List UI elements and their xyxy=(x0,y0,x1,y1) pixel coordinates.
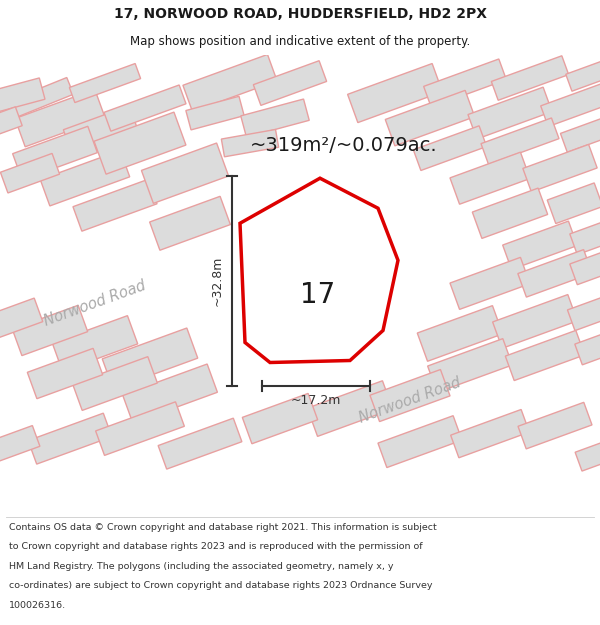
Polygon shape xyxy=(547,183,600,224)
Text: Map shows position and indicative extent of the property.: Map shows position and indicative extent… xyxy=(130,35,470,48)
Polygon shape xyxy=(28,348,103,399)
Polygon shape xyxy=(370,369,450,422)
Text: ~32.8m: ~32.8m xyxy=(211,256,224,306)
Polygon shape xyxy=(450,152,530,204)
Polygon shape xyxy=(13,126,97,180)
Text: Contains OS data © Crown copyright and database right 2021. This information is : Contains OS data © Crown copyright and d… xyxy=(9,522,437,532)
Polygon shape xyxy=(0,298,43,339)
Polygon shape xyxy=(413,126,487,171)
Polygon shape xyxy=(468,87,552,139)
Polygon shape xyxy=(0,107,22,139)
Text: to Crown copyright and database rights 2023 and is reproduced with the permissio: to Crown copyright and database rights 2… xyxy=(9,542,422,551)
Polygon shape xyxy=(307,381,393,436)
Polygon shape xyxy=(451,409,529,458)
Polygon shape xyxy=(481,118,559,164)
Polygon shape xyxy=(505,331,584,381)
Polygon shape xyxy=(7,78,74,119)
Polygon shape xyxy=(242,393,317,444)
Polygon shape xyxy=(52,316,138,371)
Text: 100026316.: 100026316. xyxy=(9,601,66,609)
Polygon shape xyxy=(518,249,592,297)
Polygon shape xyxy=(70,64,140,102)
Text: 17, NORWOOD ROAD, HUDDERSFIELD, HD2 2PX: 17, NORWOOD ROAD, HUDDERSFIELD, HD2 2PX xyxy=(113,7,487,21)
Polygon shape xyxy=(0,78,45,112)
Polygon shape xyxy=(158,418,242,469)
Polygon shape xyxy=(417,306,503,361)
Polygon shape xyxy=(541,84,600,127)
Polygon shape xyxy=(503,221,577,269)
Polygon shape xyxy=(64,106,137,151)
Polygon shape xyxy=(575,440,600,471)
Polygon shape xyxy=(518,402,592,449)
Polygon shape xyxy=(493,294,577,348)
Polygon shape xyxy=(560,118,600,152)
Polygon shape xyxy=(570,222,600,254)
Text: ~319m²/~0.079ac.: ~319m²/~0.079ac. xyxy=(250,136,437,154)
Text: co-ordinates) are subject to Crown copyright and database rights 2023 Ordnance S: co-ordinates) are subject to Crown copyr… xyxy=(9,581,433,590)
Polygon shape xyxy=(566,59,600,91)
Polygon shape xyxy=(570,252,600,285)
Polygon shape xyxy=(149,196,230,250)
Polygon shape xyxy=(102,328,198,389)
Polygon shape xyxy=(523,144,597,192)
Polygon shape xyxy=(40,151,130,206)
Text: HM Land Registry. The polygons (including the associated geometry, namely x, y: HM Land Registry. The polygons (includin… xyxy=(9,562,394,571)
Polygon shape xyxy=(73,357,157,411)
Polygon shape xyxy=(347,64,442,122)
Polygon shape xyxy=(0,426,40,462)
Polygon shape xyxy=(378,416,462,468)
Text: Norwood Road: Norwood Road xyxy=(357,375,463,426)
Polygon shape xyxy=(94,112,186,174)
Polygon shape xyxy=(122,364,217,423)
Polygon shape xyxy=(221,129,278,157)
Polygon shape xyxy=(95,402,184,456)
Polygon shape xyxy=(183,54,277,112)
Polygon shape xyxy=(428,339,512,392)
Text: 17: 17 xyxy=(301,281,335,309)
Polygon shape xyxy=(73,179,157,231)
Text: ~17.2m: ~17.2m xyxy=(291,394,341,406)
Polygon shape xyxy=(568,296,600,331)
Text: Norwood Road: Norwood Road xyxy=(42,278,148,329)
Polygon shape xyxy=(385,91,475,146)
Polygon shape xyxy=(142,143,229,203)
Polygon shape xyxy=(450,258,530,309)
Polygon shape xyxy=(104,85,186,131)
Polygon shape xyxy=(491,56,569,100)
Polygon shape xyxy=(424,59,506,107)
Polygon shape xyxy=(1,153,59,193)
Polygon shape xyxy=(575,332,600,365)
Polygon shape xyxy=(186,96,244,130)
Polygon shape xyxy=(13,305,88,356)
Polygon shape xyxy=(253,61,326,106)
Polygon shape xyxy=(472,188,548,238)
Polygon shape xyxy=(28,413,112,464)
Polygon shape xyxy=(15,89,105,147)
Polygon shape xyxy=(241,99,309,137)
